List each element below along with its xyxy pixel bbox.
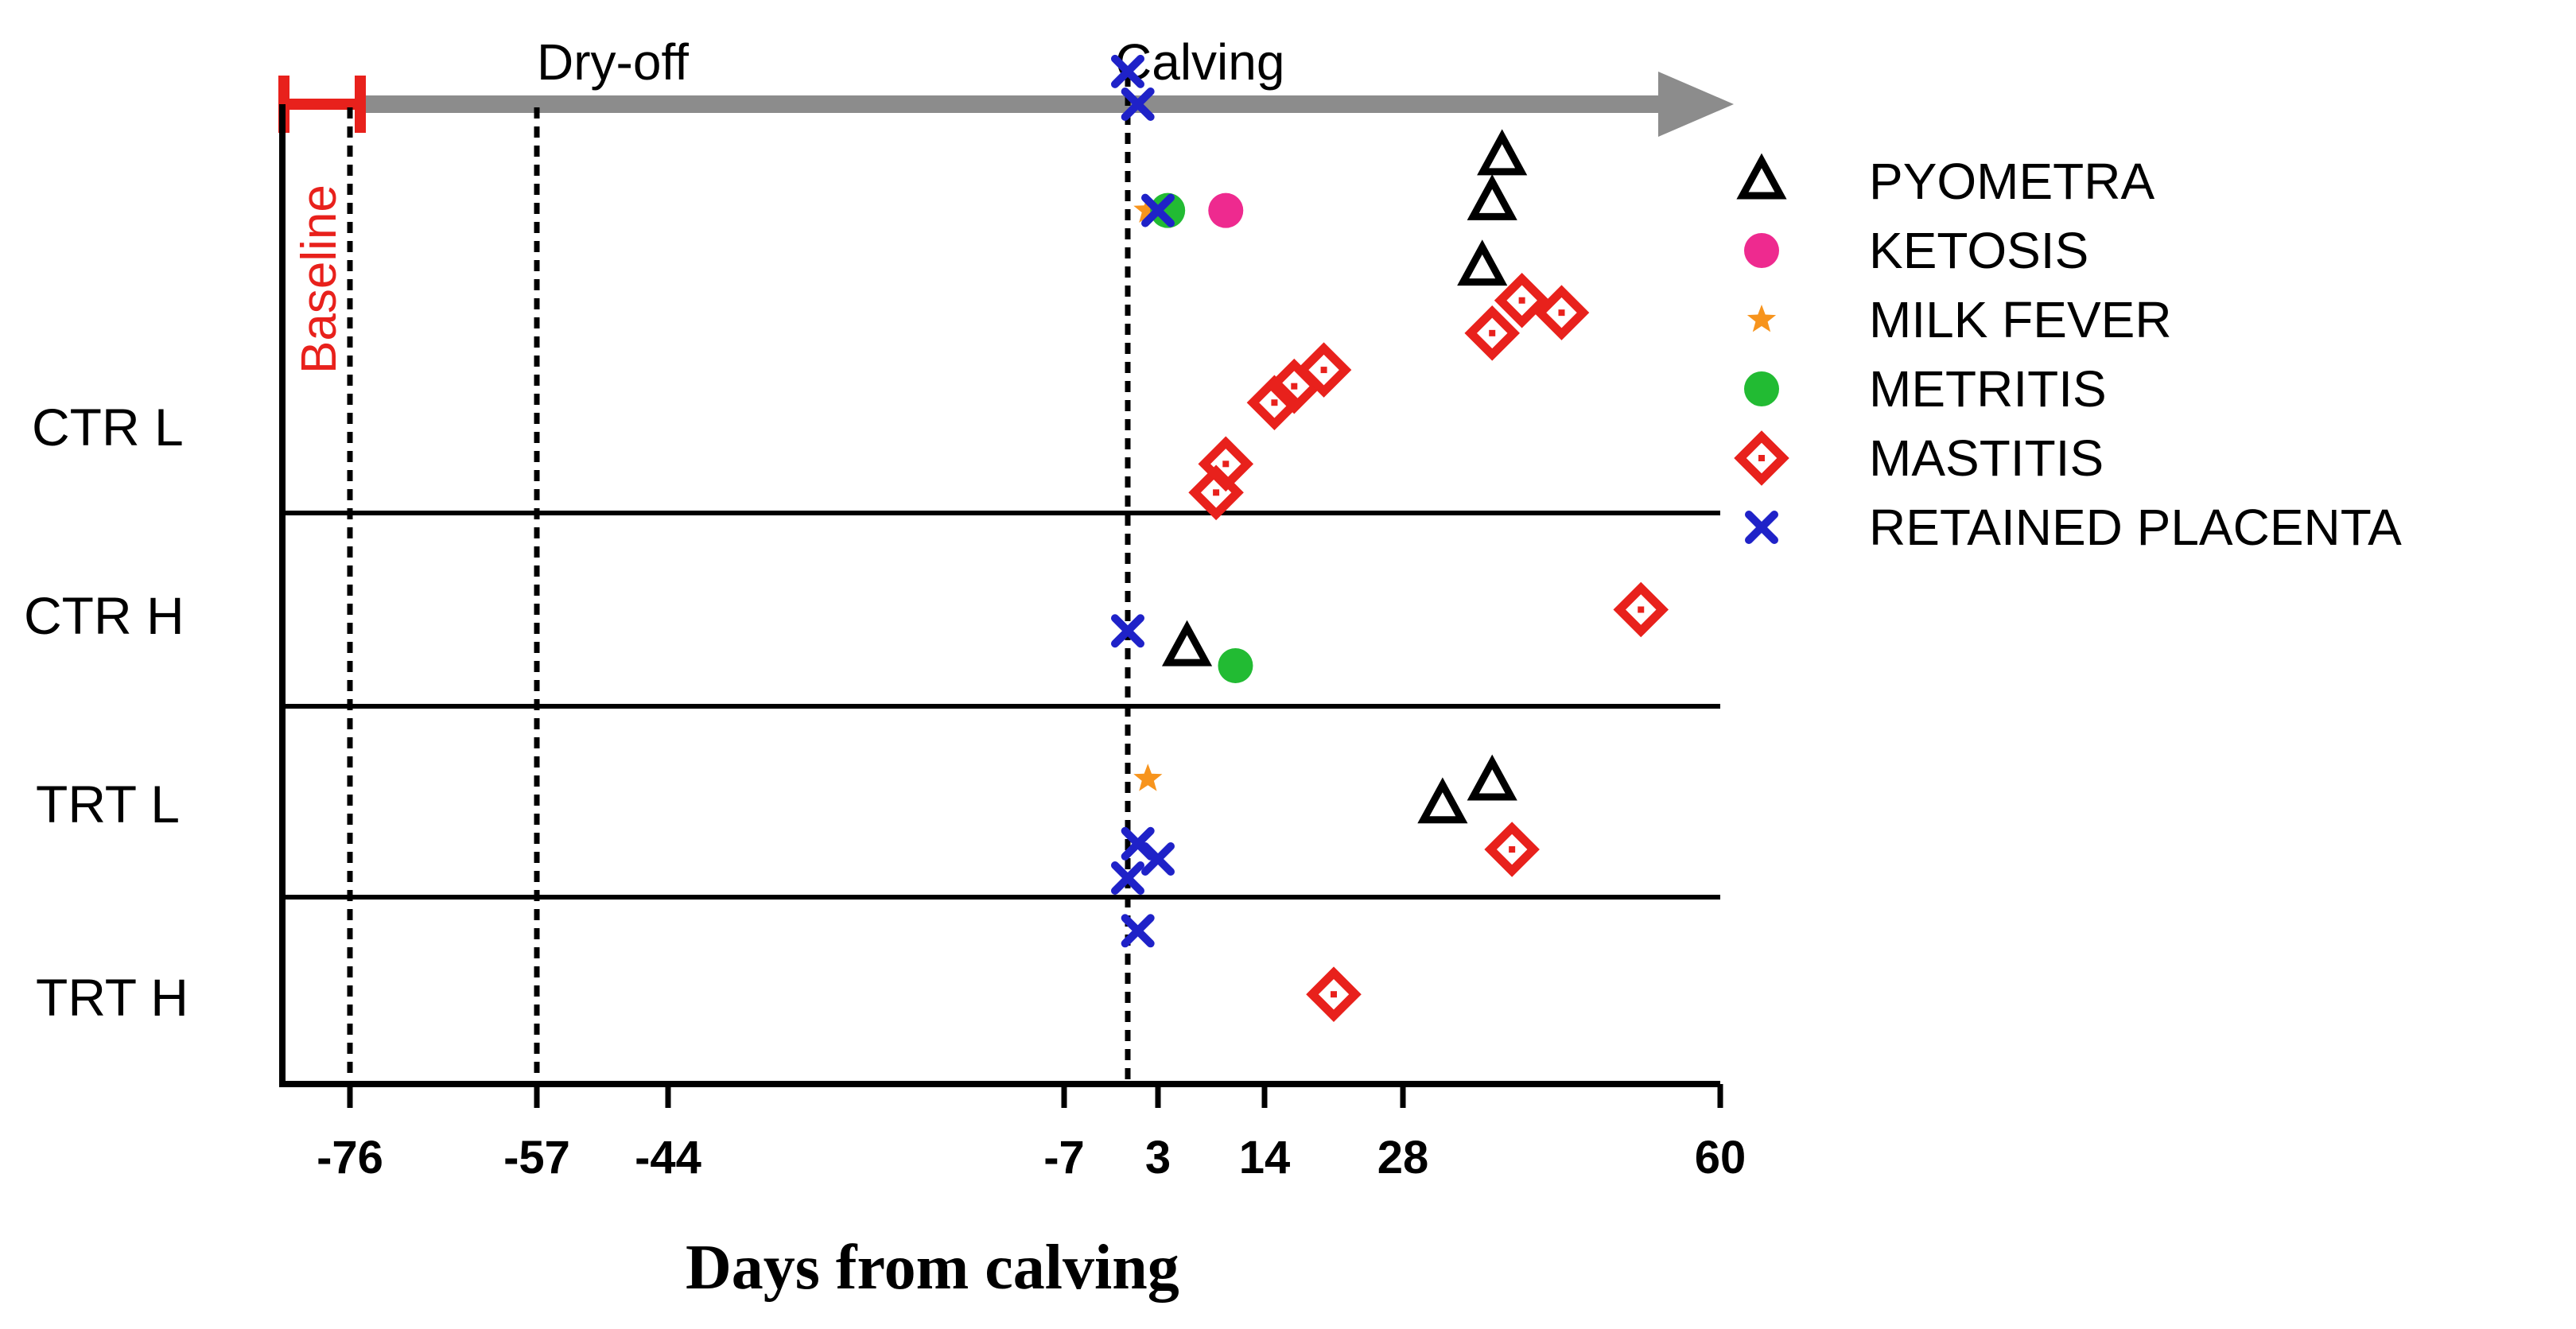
pyometra-point	[1477, 129, 1528, 176]
pyometra-point	[1457, 239, 1508, 286]
pyometra-point	[1161, 620, 1213, 666]
legend-retained-placenta-icon	[1745, 511, 1778, 544]
legend-label: PYOMETRA	[1869, 153, 2154, 210]
legend-label: MILK FEVER	[1869, 291, 2172, 348]
pyometra-point	[1467, 173, 1517, 220]
retained-placenta-point	[1111, 861, 1144, 895]
mastitis-point	[1296, 342, 1352, 398]
mastitis-point	[1464, 305, 1520, 361]
legend-mastitis-icon	[1734, 430, 1789, 486]
dry-off-label: Dry-off	[537, 33, 689, 91]
mastitis-point	[1613, 581, 1669, 638]
retained-placenta-point	[1121, 914, 1155, 948]
x-tick-label: -57	[503, 1132, 570, 1183]
group-label-ctr-l: CTR L	[32, 398, 184, 457]
group-label-trt-h: TRT H	[36, 968, 188, 1027]
x-tick-label: 14	[1239, 1132, 1291, 1183]
group-label-ctr-h: CTR H	[24, 586, 185, 645]
mastitis-point	[1198, 436, 1254, 492]
mastitis-point	[1306, 966, 1362, 1022]
x-tick-label: 28	[1377, 1132, 1429, 1183]
baseline-label: Baseline	[292, 185, 347, 374]
x-axis-label: Days from calving	[686, 1233, 1179, 1303]
x-tick-label: 3	[1145, 1132, 1171, 1183]
metritis-point	[1218, 647, 1253, 683]
x-tick-label: -76	[317, 1132, 383, 1183]
retained-placenta-point	[1141, 842, 1175, 876]
ketosis-point	[1208, 192, 1244, 228]
timeline-arrowhead	[1658, 72, 1734, 137]
milk-fever-point	[1133, 764, 1163, 791]
group-label-trt-l: TRT L	[36, 775, 180, 834]
legend-label: RETAINED PLACENTA	[1869, 499, 2402, 556]
legend-ketosis-icon	[1744, 233, 1779, 268]
retained-placenta-point	[1141, 193, 1175, 227]
milk-fever-point	[1133, 195, 1163, 223]
retained-placenta-point	[1111, 614, 1144, 648]
retained-placenta-point	[1121, 87, 1155, 121]
mastitis-point	[1494, 272, 1550, 328]
legend-label: KETOSIS	[1869, 222, 2088, 279]
pyometra-point	[1417, 777, 1468, 824]
metritis-point	[1150, 192, 1186, 228]
baseline-bracket	[278, 76, 366, 133]
legend-label: METRITIS	[1869, 360, 2107, 418]
mastitis-point	[1484, 822, 1540, 877]
pyometra-point	[1467, 754, 1517, 801]
legend-metritis-icon	[1744, 371, 1779, 406]
calving-label: Calving	[1115, 33, 1284, 91]
legend-milk-fever-icon	[1746, 305, 1777, 332]
x-tick-label: 60	[1695, 1132, 1746, 1183]
legend-label: MASTITIS	[1869, 429, 2104, 487]
x-tick-label: -7	[1043, 1132, 1085, 1183]
x-tick-label: -44	[635, 1132, 701, 1183]
mastitis-point	[1246, 375, 1303, 430]
mastitis-point	[1533, 285, 1590, 340]
retained-placenta-point	[1111, 54, 1144, 88]
legend-pyometra-icon	[1736, 153, 1787, 200]
